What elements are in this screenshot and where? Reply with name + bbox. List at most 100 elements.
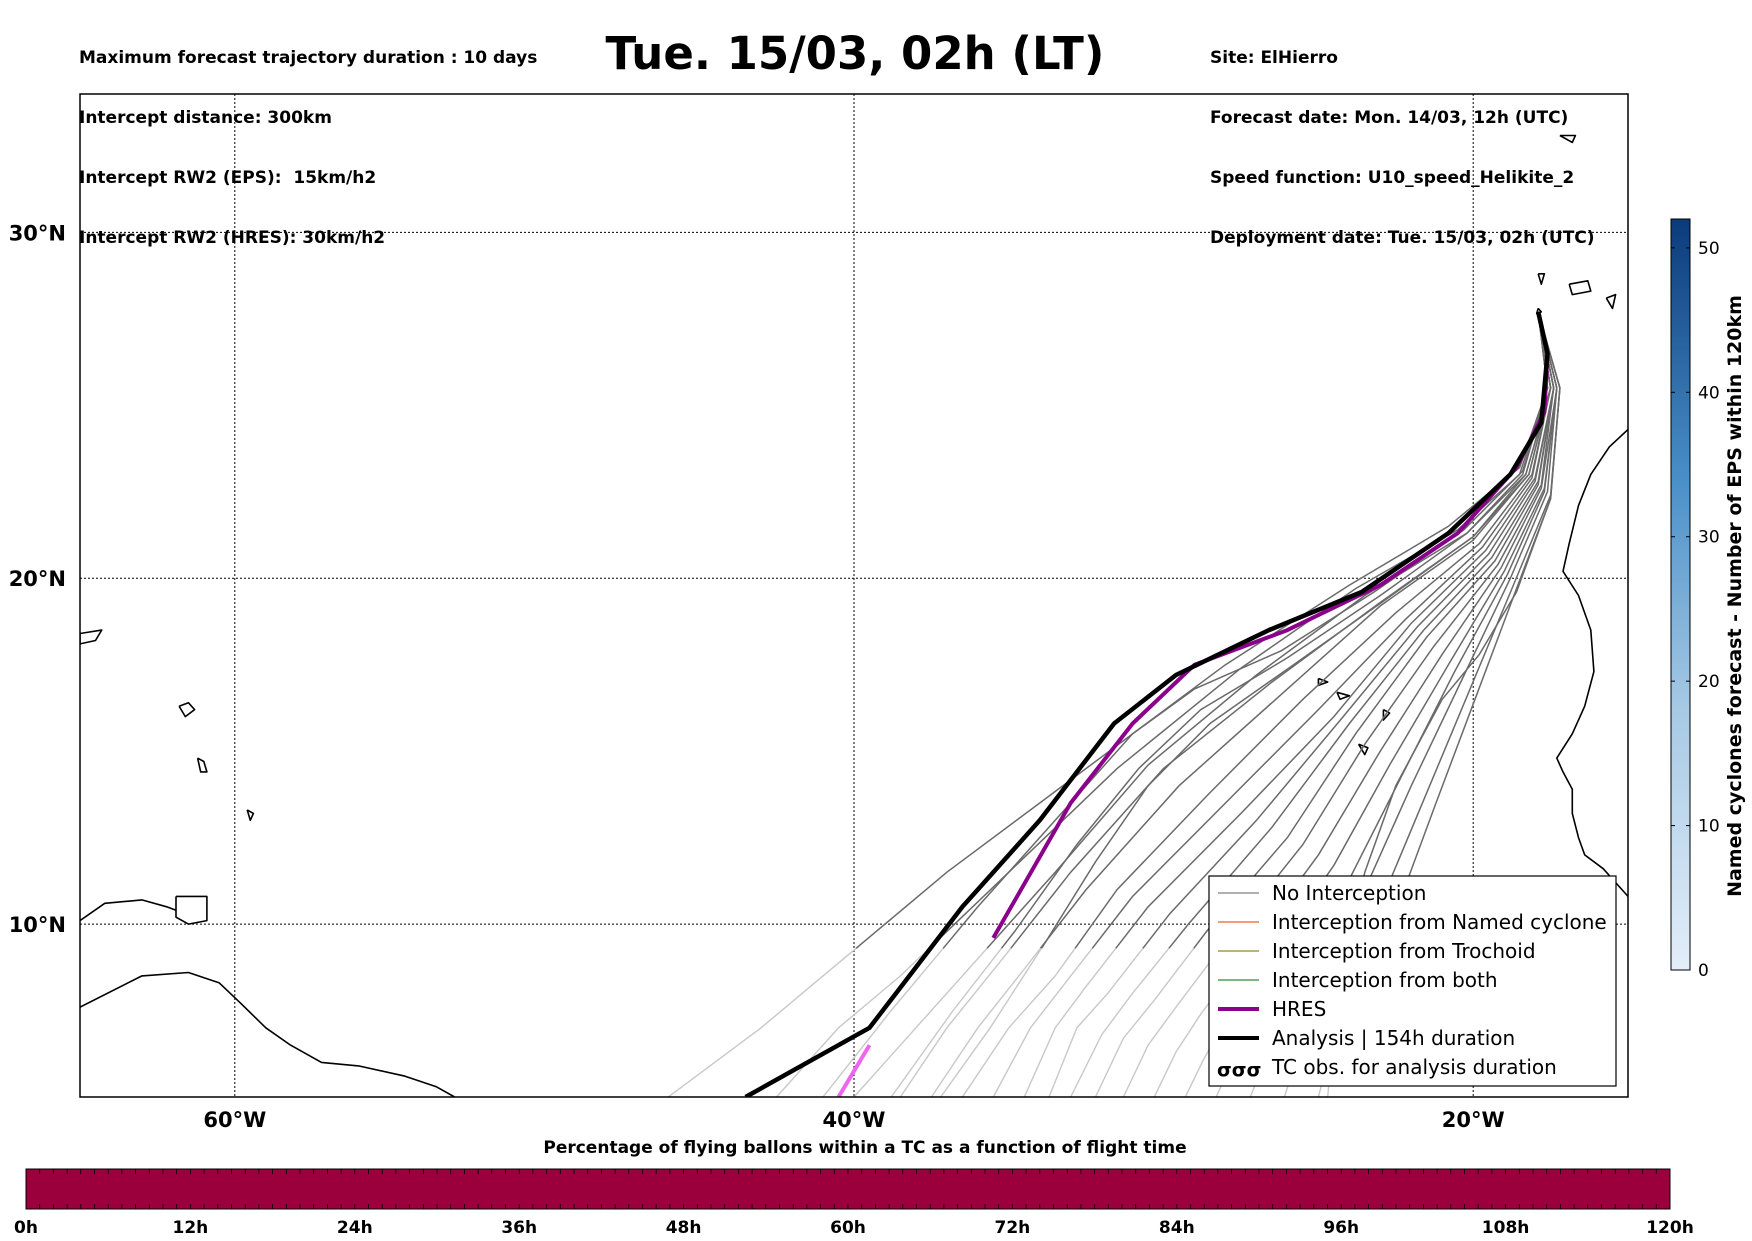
colorbar-tick-label: 40 [1698, 383, 1720, 403]
eps-trajectory-old [961, 947, 1076, 1097]
legend-item: Interception from both [1218, 968, 1498, 992]
header-right: Site: ElHierro Forecast date: Mon. 14/03… [1210, 8, 1595, 268]
legend: No Interception Interception from Named c… [1208, 875, 1617, 1087]
hres-trajectory-old [836, 1044, 872, 1097]
legend-item: HRES [1218, 997, 1326, 1021]
coastline-guadeloupe [178, 701, 196, 718]
bottom-colorbar-tick-label: 72h [995, 1218, 1031, 1238]
analysis-trajectory [744, 311, 1550, 1097]
eps-trajectory [1142, 311, 1555, 949]
coastline-cape-verde-2 [1336, 691, 1351, 701]
header-line-site: Site: ElHierro [1210, 48, 1338, 68]
eps-trajectory [1193, 311, 1555, 949]
coastline-venezuela-coast [80, 899, 177, 922]
header-line-rw2-hres: Intercept RW2 (HRES): 30km/h2 [79, 228, 386, 248]
header-line-max-duration: Maximum forecast trajectory duration : 1… [79, 48, 538, 68]
colorbar-tick-label: 0 [1698, 961, 1709, 981]
header-line-forecast-date: Forecast date: Mon. 14/03, 12h (UTC) [1210, 108, 1569, 128]
eps-trajectory-old [1070, 947, 1170, 1097]
eps-trajectory-old [992, 947, 1093, 1097]
legend-item: Interception from Trochoid [1218, 939, 1536, 963]
eps-trajectory-old [930, 947, 1041, 1097]
eps-trajectory-old [899, 947, 1012, 1097]
coastline-west-africa [1556, 428, 1628, 897]
cyclone-symbol-icon: σσσ [1217, 1059, 1261, 1081]
eps-trajectory-old [1023, 947, 1117, 1097]
bottom-colorbar-tick-label: 108h [1482, 1218, 1530, 1238]
legend-item: σσσ TC obs. for analysis duration [1217, 1055, 1557, 1081]
map-frame [79, 93, 1629, 1098]
eps-trajectory-old [853, 947, 988, 1097]
bottom-colorbar-tick-label: 24h [337, 1218, 373, 1238]
bottom-colorbar-tick-label: 84h [1159, 1218, 1195, 1238]
coastline-martinique [196, 757, 208, 773]
page-title: Tue. 15/03, 02h (LT) [605, 27, 1105, 80]
lat-tick-label: 20°N [9, 567, 66, 591]
legend-item: No Interception [1218, 881, 1426, 905]
bottom-colorbar-title: Percentage of flying ballons within a TC… [543, 1138, 1186, 1158]
bottom-colorbar-tick-label: 48h [666, 1218, 702, 1238]
eps-trajectory-old [1094, 947, 1195, 1097]
cyclone-count-colorbar: 0 10 20 30 40 50 Named cyclones forecast - Nu… [1670, 218, 1746, 981]
eps-trajectory [1040, 311, 1552, 949]
coastline-canary-2 [1605, 293, 1617, 310]
eps-trajectory [1000, 311, 1549, 949]
bottom-colorbar-tick-label: 96h [1323, 1218, 1359, 1238]
coastline-madeira [1559, 134, 1577, 144]
header-line-rw2-eps: Intercept RW2 (EPS): 15km/h2 [79, 168, 377, 188]
colorbar-label: Named cyclones forecast - Number of EPS … [1724, 295, 1746, 897]
eps-trajectory-old [1048, 947, 1144, 1097]
coastline-canary-1 [1568, 279, 1592, 296]
coastline-caribbean-south [80, 971, 455, 1097]
lat-tick-label: 10°N [9, 913, 66, 937]
coastline-puerto-rico-east [80, 629, 103, 645]
legend-label: Interception from both [1272, 968, 1498, 992]
colorbar-tick-label: 20 [1698, 672, 1720, 692]
legend-label: No Interception [1272, 881, 1426, 905]
bottom-colorbar-tick-label: 120h [1646, 1218, 1694, 1238]
flight-time-colorbar: Percentage of flying ballons within a TC… [14, 1138, 1694, 1238]
eps-trajectory [1115, 311, 1555, 949]
eps-trajectory [1091, 311, 1552, 949]
colorbar-tick-label: 30 [1698, 528, 1720, 548]
eps-trajectory-old [890, 947, 1003, 1097]
eps-trajectory [1328, 311, 1558, 949]
header-line-intercept-distance: Intercept distance: 300km [79, 108, 332, 128]
legend-item: Interception from Named cyclone [1218, 910, 1607, 934]
bottom-colorbar-tick-label: 36h [501, 1218, 537, 1238]
eps-trajectory-old [1122, 947, 1221, 1097]
coastline-barbados [246, 809, 255, 822]
colorbar-tick-label: 10 [1698, 817, 1720, 837]
eps-trajectory-old [940, 947, 1043, 1097]
bottom-colorbar-bar [25, 1168, 1671, 1210]
eps-trajectory [1347, 311, 1561, 949]
colorbar-gradient [1670, 218, 1691, 971]
lon-tick-label: 60°W [203, 1108, 266, 1132]
trajectories [667, 311, 1561, 1097]
coastline-canary-3 [1644, 270, 1666, 294]
header-line-deployment-date: Deployment date: Tue. 15/03, 02h (UTC) [1210, 228, 1595, 248]
eps-trajectory-old [822, 947, 944, 1097]
header-line-speed-function: Speed function: U10_speed_Helikite_2 [1210, 168, 1575, 188]
eps-trajectory [942, 311, 1549, 949]
bottom-colorbar-tick-label: 12h [173, 1218, 209, 1238]
eps-trajectory [928, 311, 1549, 949]
legend-label: HRES [1272, 997, 1326, 1021]
lon-tick-label: 40°W [823, 1108, 886, 1132]
header-left: Maximum forecast trajectory duration : 1… [79, 8, 537, 268]
legend-item: Analysis | 154h duration [1218, 1026, 1515, 1050]
eps-trajectory [1353, 311, 1561, 949]
eps-trajectory-old [667, 947, 857, 1097]
bottom-colorbar-tick-label: 60h [830, 1218, 866, 1238]
lat-tick-label: 30°N [9, 221, 66, 245]
colorbar-tick-label: 50 [1698, 239, 1720, 259]
legend-box [1208, 875, 1617, 1087]
lon-tick-label: 20°W [1442, 1108, 1505, 1132]
legend-label: Analysis | 154h duration [1272, 1026, 1515, 1050]
legend-label: Interception from Trochoid [1272, 939, 1536, 963]
map-axis-ticks: 60°W 40°W 20°W 30°N 20°N 10°N [9, 221, 1505, 1132]
bottom-colorbar-tick-label: 0h [14, 1218, 38, 1238]
coastline-trinidad [175, 895, 208, 925]
coastline-canary-5 [1537, 272, 1546, 286]
